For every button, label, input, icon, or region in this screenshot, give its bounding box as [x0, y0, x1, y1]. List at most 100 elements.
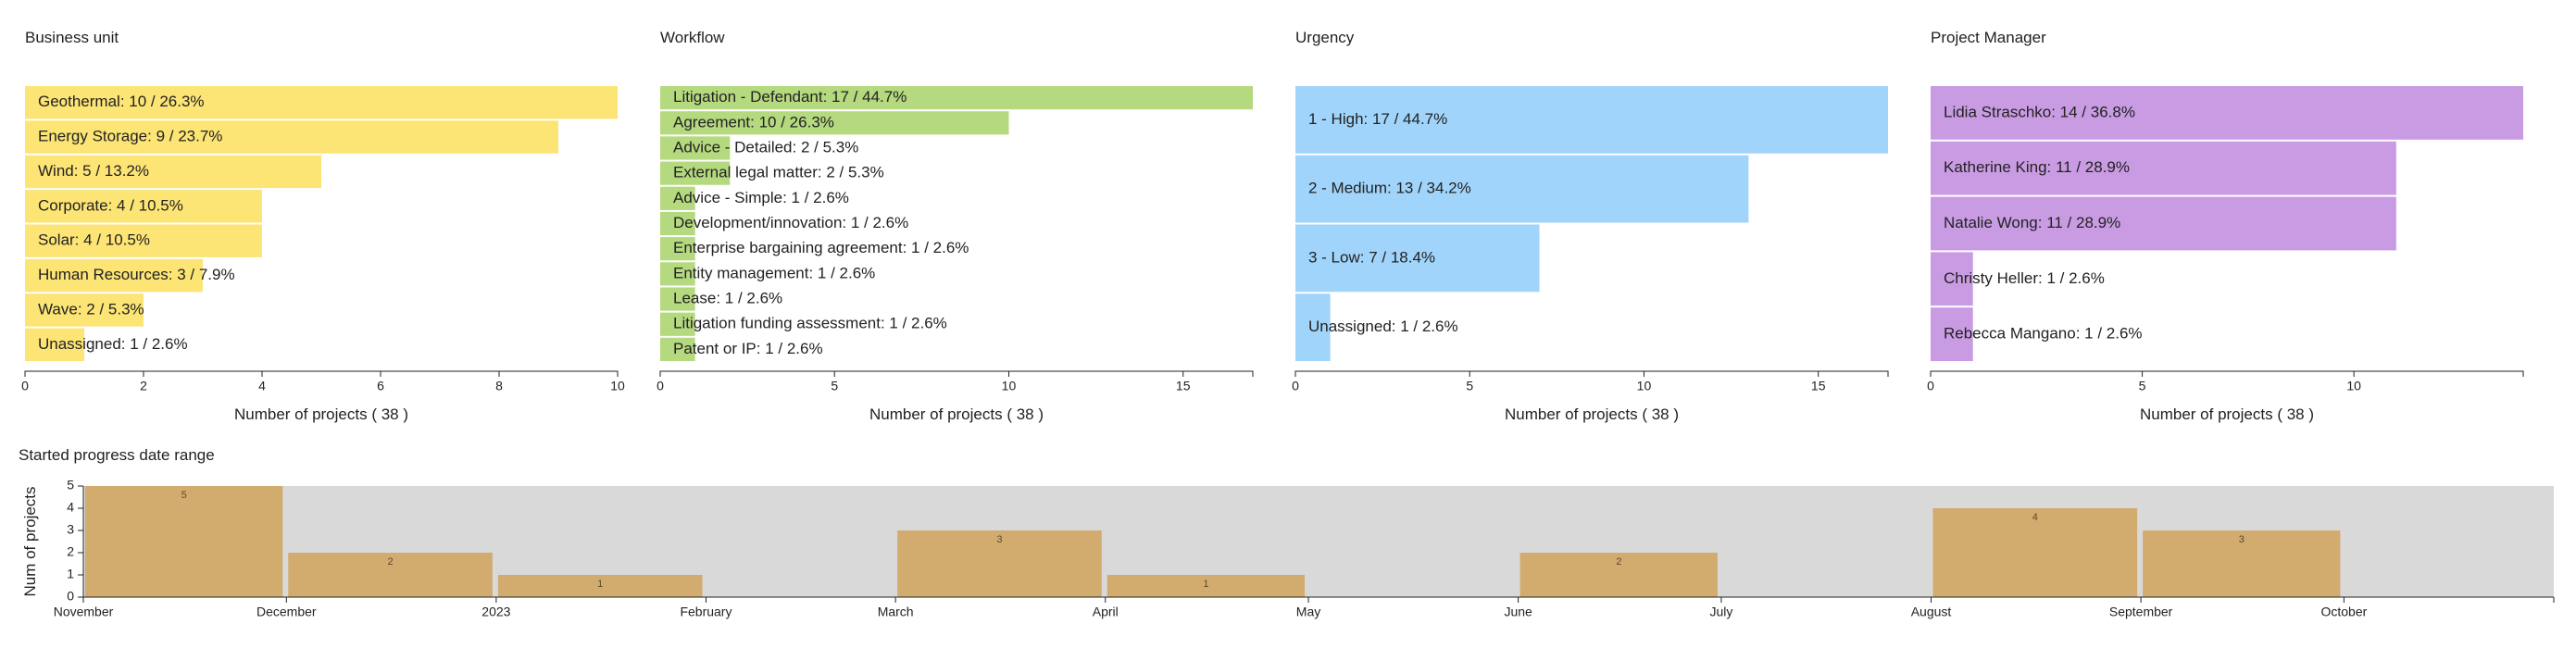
x-tick-label: September [2109, 604, 2173, 618]
timeline-bar-2022-12-01[interactable] [288, 553, 493, 597]
bar-label-rebecca-mangano: Rebecca Mangano: 1 / 2.6% [1944, 325, 2143, 343]
x-tick-label: June [1504, 604, 1532, 618]
bar-development-innovation[interactable] [660, 211, 695, 236]
y-tick-label: 1 [67, 567, 74, 581]
timeline-bar-2023-06-01[interactable] [1519, 553, 1718, 597]
y-tick-label: 5 [67, 478, 74, 493]
business-unit-title: Business unit [25, 29, 119, 46]
x-tick-label: 2 [140, 378, 147, 393]
bar-unassigned[interactable] [25, 328, 84, 361]
timeline-bar-2023-01-01[interactable] [497, 575, 703, 597]
bar-advice-detailed[interactable] [660, 136, 731, 160]
bar-wind[interactable] [25, 155, 321, 189]
bar-christy-heller[interactable] [1931, 252, 1973, 306]
timeline-bar-2022-11-01[interactable] [85, 486, 283, 597]
bar-lease[interactable] [660, 287, 695, 311]
x-tick-label: 0 [21, 378, 29, 393]
bar-label-lease: Lease: 1 / 2.6% [673, 290, 782, 307]
timeline-bar-value: 1 [1203, 579, 1208, 590]
bar-unassigned[interactable] [1295, 293, 1331, 361]
bar-label-2-medium: 2 - Medium: 13 / 34.2% [1308, 180, 1471, 197]
bar-katherine-king[interactable] [1931, 141, 2396, 195]
bar-label-lidia-straschko: Lidia Straschko: 14 / 36.8% [1944, 103, 2135, 120]
bar-label-entity-management: Entity management: 1 / 2.6% [673, 264, 875, 281]
bar-label-development-innovation: Development/innovation: 1 / 2.6% [673, 214, 908, 231]
bar-label-corporate: Corporate: 4 / 10.5% [38, 196, 183, 214]
x-tick-label: 5 [831, 378, 838, 393]
bar-label-3-low: 3 - Low: 7 / 18.4% [1308, 248, 1435, 266]
x-tick-label: 4 [258, 378, 266, 393]
x-tick-label: 10 [610, 378, 625, 393]
bar-label-wave: Wave: 2 / 5.3% [38, 300, 144, 318]
timeline-bar-value: 5 [181, 490, 187, 501]
bar-label-energy-storage: Energy Storage: 9 / 23.7% [38, 128, 222, 145]
bar-label-geothermal: Geothermal: 10 / 26.3% [38, 93, 205, 110]
bar-external-legal-matter[interactable] [660, 161, 731, 185]
bar-human-resources[interactable] [25, 258, 203, 293]
bar-1-high[interactable] [1295, 86, 1888, 154]
timeline-bar-value: 4 [2032, 512, 2038, 523]
x-tick-label: 2023 [481, 604, 510, 618]
bar-label-1-high: 1 - High: 17 / 44.7% [1308, 110, 1447, 128]
bar-rebecca-mangano[interactable] [1931, 307, 1973, 361]
bar-label-christy-heller: Christy Heller: 1 / 2.6% [1944, 269, 2105, 287]
x-axis-line [1930, 370, 2524, 377]
timeline-bar-2023-08-01[interactable] [1932, 508, 2138, 597]
x-tick-label: 6 [377, 378, 384, 393]
bar-wave[interactable] [25, 293, 144, 327]
y-tick-label: 3 [67, 522, 74, 537]
x-tick-label: August [1911, 604, 1952, 618]
bar-entity-management[interactable] [660, 262, 695, 286]
timeline-bar-2023-03-01[interactable] [897, 530, 1102, 597]
x-tick-label: 0 [657, 378, 664, 393]
urgency-panel: Urgency 1 - High: 17 / 44.7% 2 - Medium: … [1292, 29, 1889, 423]
x-tick-label: 15 [1176, 378, 1191, 393]
project-manager-panel: Project Manager Lidia Straschko: 14 / 36… [1927, 29, 2524, 423]
bar-agreement[interactable] [660, 111, 1009, 135]
bar-label-human-resources: Human Resources: 3 / 7.9% [38, 266, 235, 283]
x-tick-label: 15 [1811, 378, 1826, 393]
bar-label-litigation-funding-assessment: Litigation funding assessment: 1 / 2.6% [673, 315, 947, 332]
bar-solar[interactable] [25, 224, 262, 257]
bar-enterprise-bargaining-agreement[interactable] [660, 237, 695, 261]
y-axis-title: Num of projects [21, 486, 39, 596]
bar-geothermal[interactable] [25, 86, 618, 119]
timeline-bar-2023-04-01[interactable] [1107, 575, 1306, 597]
bar-3-low[interactable] [1295, 224, 1540, 293]
x-axis-title: Number of projects ( 38 ) [234, 405, 408, 423]
x-tick-label: December [256, 604, 317, 618]
timeline-bar-value: 2 [1616, 556, 1621, 567]
bar-2-medium[interactable] [1295, 155, 1749, 223]
x-tick-label: November [54, 604, 114, 618]
bar-energy-storage[interactable] [25, 120, 558, 154]
x-tick-label: May [1296, 604, 1320, 618]
x-axis-title: Number of projects ( 38 ) [1505, 405, 1679, 423]
x-axis-title: Number of projects ( 38 ) [869, 405, 1044, 423]
bar-patent-or-ip[interactable] [660, 337, 695, 361]
bar-litigation-defendant[interactable] [660, 86, 1253, 110]
bar-label-patent-or-ip: Patent or IP: 1 / 2.6% [673, 340, 823, 357]
bar-corporate[interactable] [25, 190, 262, 223]
project-manager-title: Project Manager [1931, 29, 2046, 46]
timeline-bar-2023-09-01[interactable] [2143, 530, 2341, 597]
bar-litigation-funding-assessment[interactable] [660, 312, 695, 336]
business-unit-panel: Business unit Geothermal: 10 / 26.3% Ener… [21, 29, 625, 423]
timeline-plot-background [83, 486, 2554, 597]
x-tick-label: February [680, 604, 732, 618]
bar-label-advice-detailed: Advice - Detailed: 2 / 5.3% [673, 138, 858, 156]
bar-label-external-legal-matter: External legal matter: 2 / 5.3% [673, 164, 884, 181]
workflow-title: Workflow [660, 29, 725, 46]
bar-label-wind: Wind: 5 / 13.2% [38, 162, 149, 180]
timeline-bar-value: 1 [597, 579, 603, 590]
x-tick-label: 5 [2139, 378, 2146, 393]
bar-label-litigation-defendant: Litigation - Defendant: 17 / 44.7% [673, 88, 907, 106]
bar-label-enterprise-bargaining-agreement: Enterprise bargaining agreement: 1 / 2.6… [673, 239, 969, 256]
bar-natalie-wong[interactable] [1931, 196, 2396, 251]
bar-label-katherine-king: Katherine King: 11 / 28.9% [1944, 158, 2130, 176]
started-progress-timeline: Started progress date range 5 2 1 3 1 2 4 3 0 1 2 3… [19, 446, 2555, 618]
x-tick-label: 0 [1927, 378, 1934, 393]
bar-lidia-straschko[interactable] [1931, 86, 2523, 140]
x-tick-label: 10 [2346, 378, 2361, 393]
bar-advice-simple[interactable] [660, 186, 695, 210]
timeline-bar-value: 2 [388, 556, 394, 567]
